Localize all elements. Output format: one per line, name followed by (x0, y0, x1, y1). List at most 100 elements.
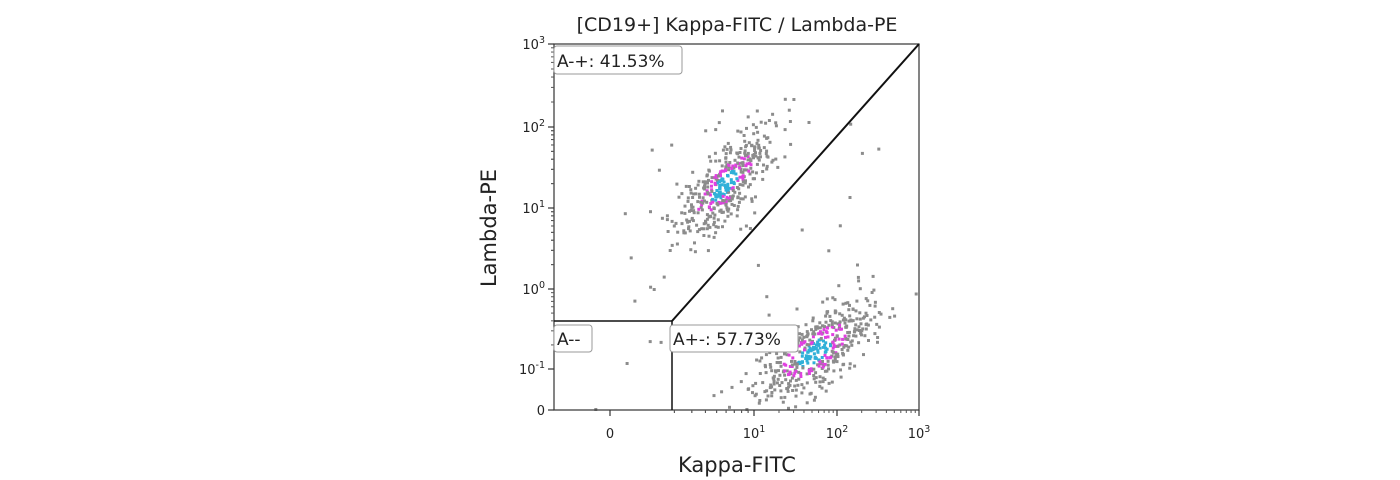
event-point (665, 218, 669, 222)
event-point (733, 190, 737, 194)
event-point (746, 155, 750, 159)
event-point (756, 156, 760, 160)
event-point (745, 168, 749, 172)
event-point (716, 174, 720, 178)
event-point (696, 230, 700, 234)
event-point (738, 191, 742, 195)
event-point (798, 332, 801, 336)
event-point (844, 301, 848, 305)
event-point (752, 132, 756, 136)
event-point (825, 331, 829, 335)
event-point (842, 345, 846, 349)
event-point (750, 143, 754, 147)
event-point (729, 145, 733, 149)
event-point (827, 367, 830, 371)
event-point (772, 382, 776, 386)
event-point (736, 204, 740, 208)
event-point (742, 134, 746, 137)
event-point (790, 359, 793, 363)
event-point (741, 161, 745, 165)
event-point (725, 186, 729, 190)
event-point (713, 213, 717, 217)
event-point (694, 186, 698, 190)
event-point (718, 159, 722, 163)
event-point (858, 287, 862, 291)
event-point (700, 208, 704, 212)
event-point (803, 348, 806, 352)
event-point (843, 334, 847, 338)
event-point (752, 156, 755, 160)
event-point (858, 317, 862, 321)
event-point (716, 193, 720, 197)
event-point (811, 335, 815, 339)
event-point (835, 334, 839, 338)
event-point (832, 369, 836, 373)
event-point (696, 200, 700, 204)
event-point (871, 274, 875, 278)
event-point (839, 375, 843, 379)
event-point (675, 242, 679, 246)
event-point (864, 297, 868, 301)
event-point (790, 363, 794, 367)
event-point (712, 220, 716, 224)
event-point (695, 223, 699, 227)
y-axis-label: Lambda-PE (477, 169, 501, 287)
event-point (811, 316, 815, 320)
event-point (738, 151, 742, 154)
event-point (848, 303, 851, 307)
event-point (718, 190, 722, 194)
event-point (840, 348, 844, 351)
event-point (799, 375, 803, 378)
event-point (807, 343, 811, 347)
event-point (794, 369, 798, 373)
event-point (649, 285, 653, 289)
event-point (836, 355, 839, 359)
event-point (705, 200, 709, 204)
event-point (744, 179, 747, 183)
event-point (720, 177, 724, 181)
event-point (689, 188, 693, 192)
event-point (848, 330, 851, 334)
event-point (789, 142, 793, 146)
event-point (703, 187, 707, 191)
event-point (683, 231, 687, 235)
event-point (763, 363, 767, 367)
event-point (829, 355, 833, 359)
event-point (818, 380, 822, 384)
event-point (770, 160, 774, 164)
event-point (816, 340, 820, 344)
event-point (692, 192, 696, 196)
event-point (697, 192, 701, 196)
event-point (741, 183, 745, 187)
event-point (680, 222, 684, 226)
event-point (829, 319, 833, 323)
event-point (755, 109, 759, 113)
event-point (715, 189, 719, 192)
event-point (823, 362, 827, 366)
event-point (707, 178, 710, 182)
event-point (861, 327, 865, 331)
event-point (648, 340, 652, 344)
event-point (657, 168, 661, 172)
event-point (703, 184, 706, 188)
event-point (743, 154, 747, 158)
event-point (703, 192, 707, 196)
event-point (729, 148, 733, 152)
event-point (790, 376, 794, 380)
event-point (690, 203, 693, 207)
gate-a-neg-neg-label: A-- (557, 330, 581, 350)
event-point (691, 170, 695, 174)
event-point (724, 198, 728, 202)
event-point (772, 374, 776, 378)
event-point (739, 147, 743, 150)
event-point (825, 347, 829, 351)
event-point (822, 328, 826, 332)
event-point (786, 389, 790, 393)
event-point (767, 119, 771, 122)
event-point (805, 335, 809, 339)
event-point (762, 134, 766, 138)
event-point (754, 154, 758, 158)
event-point (629, 256, 633, 260)
event-point (797, 377, 801, 381)
event-point (765, 149, 769, 153)
